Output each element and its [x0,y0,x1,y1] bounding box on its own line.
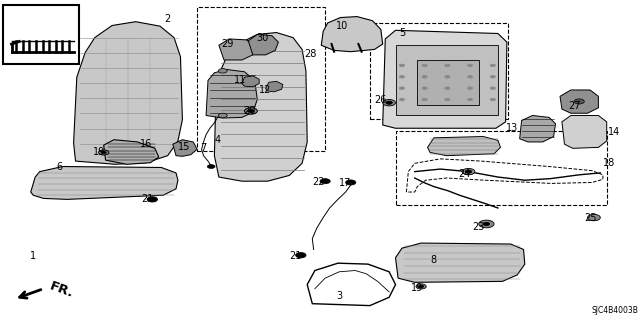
Circle shape [483,222,490,226]
Text: 21: 21 [141,194,154,204]
Polygon shape [428,137,500,156]
Text: 24: 24 [458,169,470,179]
Circle shape [422,76,428,78]
Circle shape [101,151,106,154]
Text: 15: 15 [178,142,191,152]
Circle shape [490,87,495,89]
Circle shape [399,76,404,78]
Circle shape [468,64,473,67]
Polygon shape [560,90,598,113]
Circle shape [99,150,109,155]
Text: 25: 25 [584,212,596,223]
Circle shape [462,168,475,175]
Circle shape [218,113,227,118]
Text: 28: 28 [304,48,317,59]
Polygon shape [214,33,307,181]
Circle shape [490,98,495,101]
Polygon shape [248,34,278,55]
Polygon shape [396,243,525,282]
Text: 8: 8 [431,255,437,265]
Polygon shape [520,115,556,142]
Circle shape [490,64,495,67]
Text: 6: 6 [56,161,63,172]
Bar [370,23,508,119]
Circle shape [445,98,450,101]
Text: 20: 20 [243,106,256,116]
Circle shape [479,220,494,228]
Text: 18: 18 [603,158,616,168]
Circle shape [422,98,428,101]
Text: 1: 1 [30,251,36,261]
Text: 19: 19 [93,147,106,158]
Polygon shape [206,70,257,118]
Text: 2: 2 [164,14,171,24]
Circle shape [248,109,254,113]
Circle shape [422,87,428,89]
Circle shape [218,69,227,73]
Polygon shape [31,167,178,199]
Circle shape [465,170,472,173]
Text: 30: 30 [256,33,269,43]
Circle shape [419,285,424,288]
Circle shape [445,87,450,89]
Text: 11: 11 [234,75,246,85]
Polygon shape [74,22,182,164]
Circle shape [383,100,396,106]
Polygon shape [562,115,607,148]
Polygon shape [104,140,159,164]
Polygon shape [417,60,479,105]
Circle shape [422,64,428,67]
Text: 19: 19 [411,283,424,293]
Text: 10: 10 [336,20,349,31]
Circle shape [207,165,215,168]
Polygon shape [321,17,383,52]
Bar [3,5,79,64]
Circle shape [296,253,306,258]
Polygon shape [173,140,197,156]
Polygon shape [396,45,498,115]
Circle shape [147,197,157,202]
Polygon shape [383,30,507,128]
Polygon shape [242,76,259,87]
Bar [197,7,325,151]
Text: 26: 26 [374,94,387,105]
Text: 22: 22 [312,177,325,188]
Circle shape [399,64,404,67]
Circle shape [468,87,473,89]
Polygon shape [219,39,255,60]
Circle shape [574,99,584,104]
Circle shape [244,108,257,114]
Bar [396,131,607,205]
Circle shape [346,180,356,185]
Circle shape [416,284,426,289]
Circle shape [399,87,404,89]
Circle shape [445,64,450,67]
Circle shape [468,98,473,101]
Circle shape [399,98,404,101]
Text: 29: 29 [221,39,234,49]
Text: 4: 4 [214,135,221,145]
Text: 17: 17 [339,178,352,189]
Text: 13: 13 [506,123,518,133]
Circle shape [320,179,330,184]
Text: 14: 14 [608,127,621,137]
Text: SJC4B4003B: SJC4B4003B [592,306,639,315]
Text: 23: 23 [472,222,485,232]
Circle shape [490,76,495,78]
Circle shape [386,101,392,104]
Text: FR.: FR. [48,280,76,300]
Text: 21: 21 [289,251,302,261]
Circle shape [588,214,600,221]
Text: 27: 27 [568,101,581,111]
Circle shape [445,76,450,78]
Text: 16: 16 [140,139,152,149]
Text: 12: 12 [259,85,272,95]
Circle shape [468,76,473,78]
Text: 5: 5 [399,28,405,39]
Polygon shape [266,81,283,92]
Text: 3: 3 [336,291,342,301]
Text: 7: 7 [200,143,207,153]
